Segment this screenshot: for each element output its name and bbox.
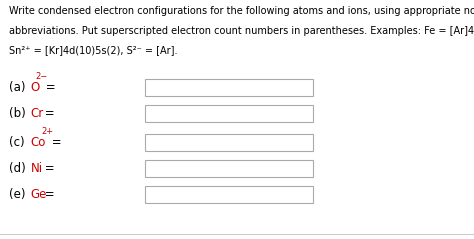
Text: Ge: Ge xyxy=(30,188,47,201)
Text: (c): (c) xyxy=(9,136,29,149)
Text: Cr: Cr xyxy=(30,107,44,120)
Text: Ni: Ni xyxy=(30,162,43,175)
Text: =: = xyxy=(41,188,55,201)
Text: (d): (d) xyxy=(9,162,30,175)
Text: (e): (e) xyxy=(9,188,30,201)
Text: =: = xyxy=(43,81,56,94)
Bar xyxy=(145,79,313,96)
Text: =: = xyxy=(41,162,55,175)
Text: abbreviations. Put superscripted electron count numbers in parentheses. Examples: abbreviations. Put superscripted electro… xyxy=(9,26,474,36)
Text: Write condensed electron configurations for the following atoms and ions, using : Write condensed electron configurations … xyxy=(9,6,474,16)
Text: 2−: 2− xyxy=(36,72,48,81)
Bar xyxy=(145,160,313,177)
Text: (b): (b) xyxy=(9,107,30,120)
Text: Co: Co xyxy=(30,136,46,149)
Bar xyxy=(145,186,313,203)
Text: O: O xyxy=(30,81,40,94)
Bar xyxy=(145,134,313,151)
Text: (a): (a) xyxy=(9,81,30,94)
Text: =: = xyxy=(48,136,61,149)
Text: =: = xyxy=(41,107,55,120)
Bar xyxy=(145,105,313,122)
Text: 2+: 2+ xyxy=(41,127,53,136)
Text: Sn²⁺ = [Kr]4d(10)5s(2), S²⁻ = [Ar].: Sn²⁺ = [Kr]4d(10)5s(2), S²⁻ = [Ar]. xyxy=(9,45,178,55)
